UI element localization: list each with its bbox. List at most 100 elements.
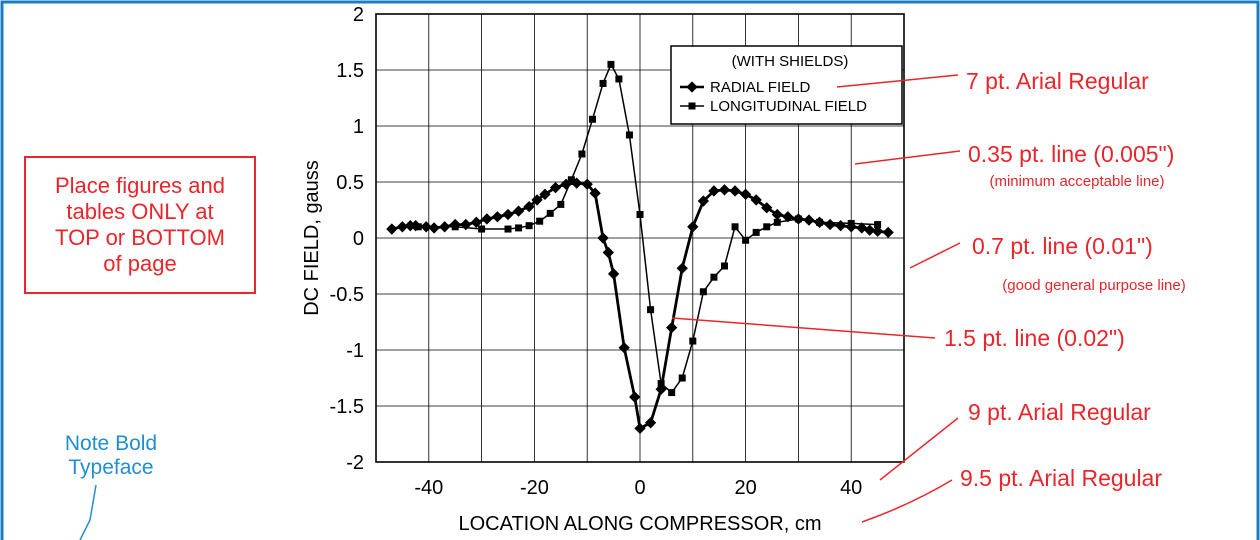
y-tick-label: -1.5 bbox=[330, 396, 364, 418]
longitudinal-field-point bbox=[752, 228, 760, 236]
annotation-frame-line-sub: (good general purpose line) bbox=[1002, 277, 1185, 294]
radial-field-point bbox=[512, 205, 525, 217]
radial-field-point bbox=[771, 208, 783, 221]
longitudinal-field-point bbox=[794, 215, 802, 223]
longitudinal-field-point bbox=[625, 131, 633, 139]
longitudinal-field-point bbox=[699, 288, 707, 296]
radial-field-point bbox=[761, 202, 773, 214]
longitudinal-field-point bbox=[525, 222, 533, 230]
longitudinal-field-point bbox=[763, 223, 771, 231]
leader-data-line bbox=[671, 317, 936, 339]
radial-field-point bbox=[481, 213, 493, 225]
longitudinal-field-point bbox=[773, 218, 781, 226]
longitudinal-field-point bbox=[615, 75, 623, 83]
radial-field-point bbox=[856, 222, 868, 234]
legend-longitudinal-marker bbox=[688, 102, 696, 110]
radial-field-point bbox=[539, 188, 551, 200]
bold-note-pointer bbox=[79, 484, 97, 540]
longitudinal-field-point bbox=[578, 150, 586, 158]
longitudinal-field-point bbox=[710, 273, 718, 281]
annotation-font-axis: 9.5 pt. Arial Regular bbox=[960, 465, 1162, 491]
radial-field-point bbox=[502, 208, 514, 221]
y-tick-label: 0.5 bbox=[336, 172, 364, 194]
longitudinal-field-point bbox=[515, 224, 523, 232]
leader-grid-line bbox=[854, 150, 961, 165]
radial-field-point bbox=[697, 195, 710, 207]
longitudinal-field-point bbox=[689, 337, 697, 345]
longitudinal-field-point bbox=[588, 115, 596, 123]
radial-field-point bbox=[676, 262, 688, 274]
annotation-grid-line-sub: (minimum acceptable line) bbox=[989, 173, 1164, 190]
radial-field-point bbox=[750, 194, 762, 206]
annotation-grid-line: 0.35 pt. line (0.005") bbox=[968, 141, 1174, 167]
plot-frame bbox=[375, 13, 905, 463]
radial-field-point bbox=[396, 221, 409, 233]
y-tick-label: 1.5 bbox=[336, 60, 364, 82]
longitudinal-field-point bbox=[731, 223, 739, 231]
y-tick-label: -1 bbox=[346, 340, 364, 362]
radial-field-point bbox=[607, 268, 620, 280]
x-tick-label: 40 bbox=[840, 477, 862, 499]
longitudinal-field-point bbox=[847, 219, 855, 227]
longitudinal-field-point bbox=[742, 236, 750, 244]
annotations: 7 pt. Arial Regular 0.35 pt. line (0.005… bbox=[79, 68, 1186, 540]
bold-typeface-note: Note Bold Typeface bbox=[64, 432, 158, 479]
radial-field-point bbox=[634, 422, 646, 435]
radial-field-point bbox=[602, 246, 614, 259]
legend-longitudinal-label: LONGITUDINAL FIELD bbox=[710, 98, 867, 115]
longitudinal-field-point bbox=[720, 262, 728, 270]
x-axis-label: LOCATION ALONG COMPRESSOR, cm bbox=[458, 513, 821, 535]
y-tick-label: 1 bbox=[353, 116, 364, 138]
placement-note-box: Place figures and tables ONLY at TOP or … bbox=[24, 156, 256, 294]
radial-field-point bbox=[597, 232, 609, 244]
longitudinal-field-point bbox=[478, 225, 486, 233]
radial-field-point bbox=[531, 194, 543, 206]
y-axis-label: DC FIELD, gauss bbox=[301, 160, 323, 316]
radial-field-point bbox=[549, 181, 562, 194]
radial-field-point bbox=[666, 321, 678, 334]
radial-field-point bbox=[729, 185, 741, 197]
longitudinal-field-point bbox=[451, 223, 459, 231]
longitudinal-field-point bbox=[874, 221, 882, 229]
radial-field-point bbox=[824, 218, 836, 231]
radial-field-point bbox=[687, 221, 699, 233]
radial-field-point bbox=[491, 211, 504, 223]
radial-field-point bbox=[871, 225, 884, 237]
radial-field-point bbox=[882, 226, 894, 239]
longitudinal-field-point bbox=[557, 200, 565, 208]
chart-legend: (WITH SHIELDS) RADIAL FIELD LONGITUDINAL… bbox=[670, 45, 903, 125]
longitudinal-field-point bbox=[657, 380, 665, 388]
y-tick-label: 2 bbox=[353, 4, 364, 26]
x-tick-label: 20 bbox=[734, 477, 756, 499]
longitudinal-field-point bbox=[647, 306, 655, 314]
longitudinal-field-point bbox=[599, 79, 607, 87]
y-tick-label: 0 bbox=[353, 228, 364, 250]
longitudinal-field-line bbox=[418, 63, 878, 394]
longitudinal-field-point bbox=[414, 223, 422, 231]
longitudinal-field-point bbox=[636, 210, 644, 218]
radial-field-point bbox=[718, 184, 731, 196]
leader-font-ticks bbox=[879, 417, 959, 481]
longitudinal-field-point bbox=[678, 374, 686, 382]
x-tick-label: -20 bbox=[520, 477, 549, 499]
legend-title: (WITH SHIELDS) bbox=[732, 53, 849, 70]
y-tick-label: -0.5 bbox=[330, 284, 364, 306]
annotation-font-ticks: 9 pt. Arial Regular bbox=[968, 399, 1151, 425]
annotation-data-line: 1.5 pt. line (0.02") bbox=[944, 325, 1125, 351]
radial-field-point bbox=[629, 391, 641, 403]
radial-field-point bbox=[644, 417, 657, 429]
radial-field-point bbox=[470, 216, 482, 228]
leader-frame-line bbox=[909, 242, 961, 269]
radial-field-point bbox=[708, 185, 720, 197]
x-tick-label: 0 bbox=[634, 477, 645, 499]
radial-field-point bbox=[589, 187, 601, 199]
radial-field-point bbox=[428, 222, 440, 234]
longitudinal-field-point bbox=[504, 225, 512, 233]
legend-radial-label: RADIAL FIELD bbox=[710, 79, 810, 96]
leader-font-legend bbox=[836, 74, 959, 88]
x-tick-label: -40 bbox=[414, 477, 443, 499]
radial-field-point bbox=[618, 342, 630, 354]
